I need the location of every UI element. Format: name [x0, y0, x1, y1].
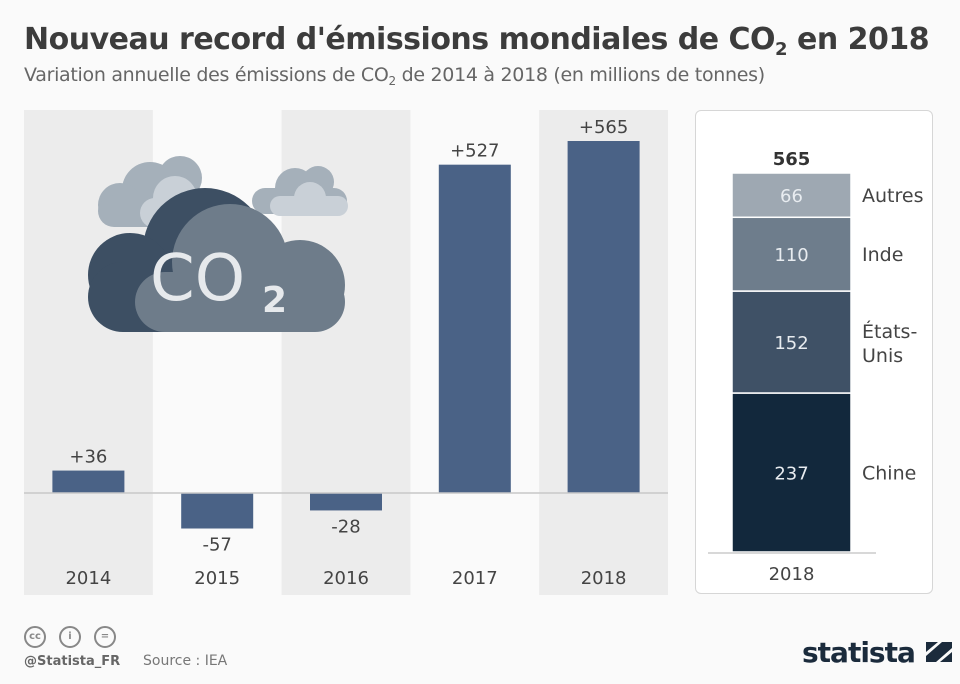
stack-segment-3 [731, 172, 852, 219]
twitter-handle: @Statista_FR [24, 654, 121, 669]
chart-title: Nouveau record d'émissions mondiales de … [24, 22, 930, 60]
data-label-2014: +36 [69, 447, 107, 468]
data-label-2018: +565 [579, 117, 628, 138]
statista-logo-icon [925, 642, 952, 662]
segment-value-3: 66 [780, 186, 803, 207]
segment-value-0: 237 [774, 464, 808, 485]
by-icon: i [59, 626, 81, 648]
chart-subtitle: Variation annuelle des émissions de CO2 … [24, 64, 765, 88]
source[interactable]: Source : IEA [143, 653, 228, 669]
segment-value-2: 110 [774, 245, 808, 266]
co2-cloud-icon: CO 2 [88, 156, 348, 332]
bar-2014 [52, 470, 125, 493]
segment-value-1: 152 [774, 333, 808, 354]
bar-2015 [181, 493, 254, 529]
x-tick-2017: 2017 [452, 568, 498, 589]
x-tick-2015: 2015 [194, 568, 240, 589]
statista-logo[interactable]: statista [802, 636, 954, 669]
cc-icon: cc [24, 626, 46, 648]
x-tick-2018: 2018 [581, 568, 627, 589]
legend-label-0: Chine [862, 463, 916, 485]
co2-icon-sub: 2 [262, 280, 287, 321]
data-label-2015: -57 [202, 535, 231, 556]
co2-icon-text: CO [150, 242, 245, 316]
x-tick-2016: 2016 [323, 568, 369, 589]
nd-icon: = [94, 626, 116, 648]
legend-label-3: Autres [862, 185, 923, 207]
bar-2017 [438, 164, 511, 494]
total-label: 565 [773, 149, 811, 170]
stack-segment-1 [731, 290, 852, 394]
bar-2016 [310, 493, 382, 511]
legend-label-1-b: Unis [862, 345, 903, 367]
data-label-2017: +527 [450, 141, 499, 162]
data-label-2016: -28 [331, 516, 360, 537]
legend-label-1-a: États- [862, 320, 917, 343]
legend-label-2: Inde [862, 244, 903, 266]
x-tick-2014: 2014 [65, 568, 111, 589]
stack-x-tick: 2018 [769, 564, 815, 585]
bar-2018 [567, 141, 640, 493]
